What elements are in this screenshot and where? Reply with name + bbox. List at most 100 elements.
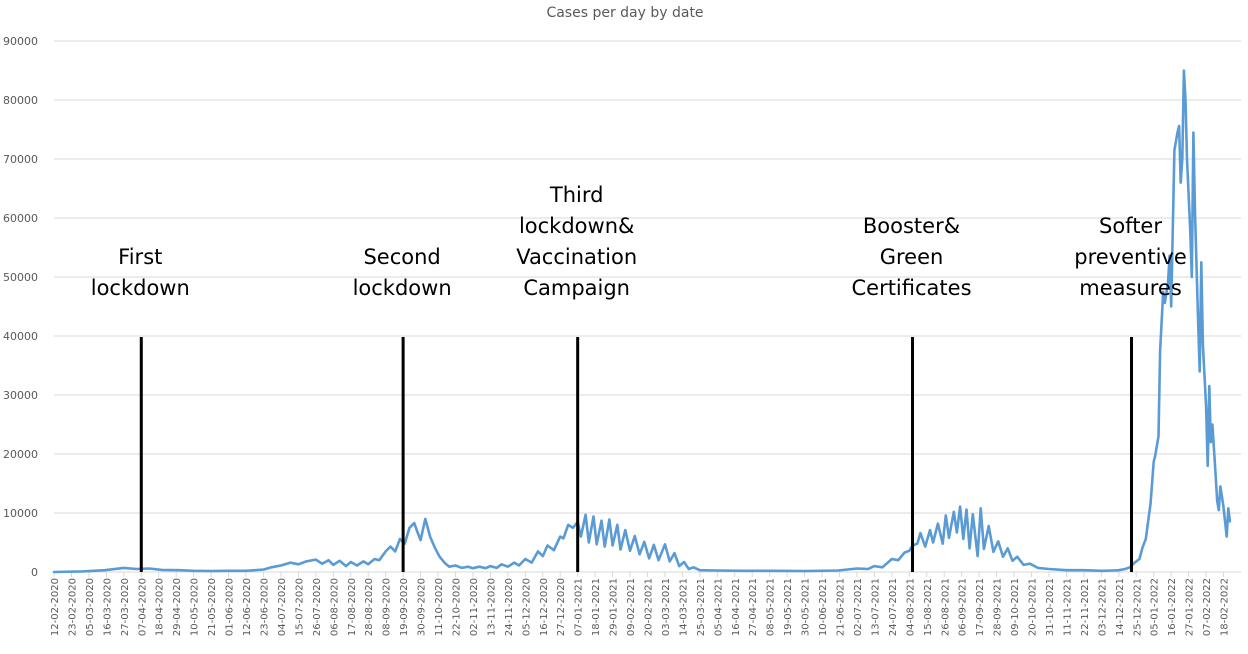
x-tick-label: 27-01-2022	[1185, 578, 1196, 636]
x-tick-label: 05-12-2020	[521, 578, 532, 636]
x-tick-label: 10-05-2020	[190, 578, 201, 636]
x-tick-label: 17-09-2021	[975, 578, 986, 636]
x-tick-label: 11-11-2021	[1062, 578, 1073, 636]
annotation-text: lockdown	[91, 276, 190, 300]
annotation-text: Green	[880, 245, 944, 269]
annotation-text: Campaign	[523, 276, 630, 300]
x-tick-label: 09-02-2021	[626, 578, 637, 636]
annotation-text: Second	[363, 245, 440, 269]
x-tick-label: 20-02-2021	[644, 578, 655, 636]
x-tick-label: 02-07-2021	[853, 578, 864, 636]
annotation-text: lockdown&	[519, 214, 634, 238]
annotation-text: Vaccination	[516, 245, 637, 269]
y-tick-label: 20000	[3, 448, 38, 461]
x-tick-label: 16-12-2020	[539, 578, 550, 636]
series-group	[52, 69, 1232, 574]
x-tick-label: 14-03-2021	[678, 578, 689, 636]
y-tick-label: 0	[31, 566, 38, 579]
x-tick-label: 25-12-2021	[1132, 578, 1143, 636]
x-tick-label: 13-11-2020	[486, 578, 497, 636]
x-tick-label: 16-04-2021	[731, 578, 742, 636]
x-tick-label: 08-09-2020	[382, 578, 393, 636]
annotation-text: Third	[549, 183, 604, 207]
y-axis-ticks: 0 10000 20000 30000 40000 50000 60000 70000 8000…	[3, 35, 38, 579]
x-tick-label: 18-01-2021	[591, 578, 602, 636]
series-line	[52, 69, 1232, 574]
x-tick-label: 25-03-2021	[696, 578, 707, 636]
x-tick-label: 18-02-2022	[1220, 578, 1231, 636]
gridlines	[54, 40, 1241, 514]
x-tick-label: 04-08-2021	[905, 578, 916, 636]
x-tick-label: 16-01-2022	[1167, 578, 1178, 636]
y-tick-label: 30000	[3, 389, 38, 402]
annotation-text: First	[118, 245, 162, 269]
annotation-text: Booster&	[863, 214, 960, 238]
x-tick-label: 07-02-2022	[1202, 578, 1213, 636]
annotation-text: Softer	[1099, 214, 1162, 238]
x-tick-label: 30-09-2020	[417, 578, 428, 636]
x-tick-label: 17-08-2020	[347, 578, 358, 636]
x-tick-label: 08-05-2021	[766, 578, 777, 636]
x-tick-label: 12-02-2020	[50, 578, 61, 636]
x-tick-label: 13-07-2021	[870, 578, 881, 636]
x-tick-label: 02-11-2020	[469, 578, 480, 636]
y-tick-label: 60000	[3, 212, 38, 225]
x-tick-label: 23-02-2020	[67, 578, 78, 636]
x-tick-label: 23-06-2020	[259, 578, 270, 636]
x-tick-label: 28-09-2021	[993, 578, 1004, 636]
y-tick-label: 80000	[3, 94, 38, 107]
x-tick-label: 04-07-2020	[277, 578, 288, 636]
x-tick-label: 05-04-2021	[713, 578, 724, 636]
x-tick-label: 26-07-2020	[312, 578, 323, 636]
x-tick-label: 11-10-2020	[434, 578, 445, 636]
event-markers	[139, 337, 1134, 572]
x-tick-label: 05-03-2020	[85, 578, 96, 636]
y-tick-label: 90000	[3, 35, 38, 48]
x-tick-label: 12-06-2020	[242, 578, 253, 636]
x-tick-label: 24-07-2021	[888, 578, 899, 636]
x-tick-label: 05-01-2022	[1150, 578, 1161, 636]
x-tick-label: 01-06-2020	[225, 578, 236, 636]
x-tick-label: 28-08-2020	[364, 578, 375, 636]
x-tick-label: 27-04-2021	[748, 578, 759, 636]
x-tick-label: 16-03-2020	[102, 578, 113, 636]
x-tick-label: 14-12-2021	[1115, 578, 1126, 636]
x-tick-label: 19-09-2020	[399, 578, 410, 636]
y-tick-label: 10000	[3, 507, 38, 520]
x-tick-label: 03-03-2021	[661, 578, 672, 636]
annotation-text: measures	[1079, 276, 1182, 300]
annotation-text: Certificates	[851, 276, 971, 300]
event-annotations: First lockdown Second lockdown Third lockdown…	[91, 183, 1187, 300]
x-tick-label: 22-11-2021	[1080, 578, 1091, 636]
annotation-text: lockdown	[353, 276, 452, 300]
x-tick-label: 21-06-2021	[836, 578, 847, 636]
x-tick-label: 27-03-2020	[120, 578, 131, 636]
x-tick-label: 27-12-2020	[556, 578, 567, 636]
x-tick-label: 03-12-2021	[1097, 578, 1108, 636]
y-tick-label: 40000	[3, 330, 38, 343]
x-tick-label: 07-04-2020	[137, 578, 148, 636]
y-tick-label: 50000	[3, 271, 38, 284]
x-tick-label: 07-01-2021	[574, 578, 585, 636]
chart-title: Cases per day by date	[546, 5, 703, 21]
x-tick-label: 09-10-2021	[1010, 578, 1021, 636]
x-tick-label: 20-10-2021	[1028, 578, 1039, 636]
x-axis-ticks: 12-02-2020 23-02-2020 05-03-2020 16-03-2020…	[50, 572, 1231, 636]
annotation-text: preventive	[1074, 245, 1187, 269]
x-tick-label: 06-09-2021	[958, 578, 969, 636]
y-tick-label: 70000	[3, 153, 38, 166]
x-tick-label: 18-04-2020	[155, 578, 166, 636]
x-tick-label: 22-10-2020	[451, 578, 462, 636]
x-tick-label: 29-04-2020	[172, 578, 183, 636]
x-tick-label: 15-07-2020	[294, 578, 305, 636]
x-tick-label: 26-08-2021	[940, 578, 951, 636]
x-tick-label: 29-01-2021	[609, 578, 620, 636]
x-tick-label: 19-05-2021	[783, 578, 794, 636]
x-tick-label: 21-05-2020	[207, 578, 218, 636]
x-tick-label: 15-08-2021	[923, 578, 934, 636]
x-tick-label: 24-11-2020	[504, 578, 515, 636]
x-tick-label: 31-10-2021	[1045, 578, 1056, 636]
x-tick-label: 10-06-2021	[818, 578, 829, 636]
x-tick-label: 30-05-2021	[801, 578, 812, 636]
